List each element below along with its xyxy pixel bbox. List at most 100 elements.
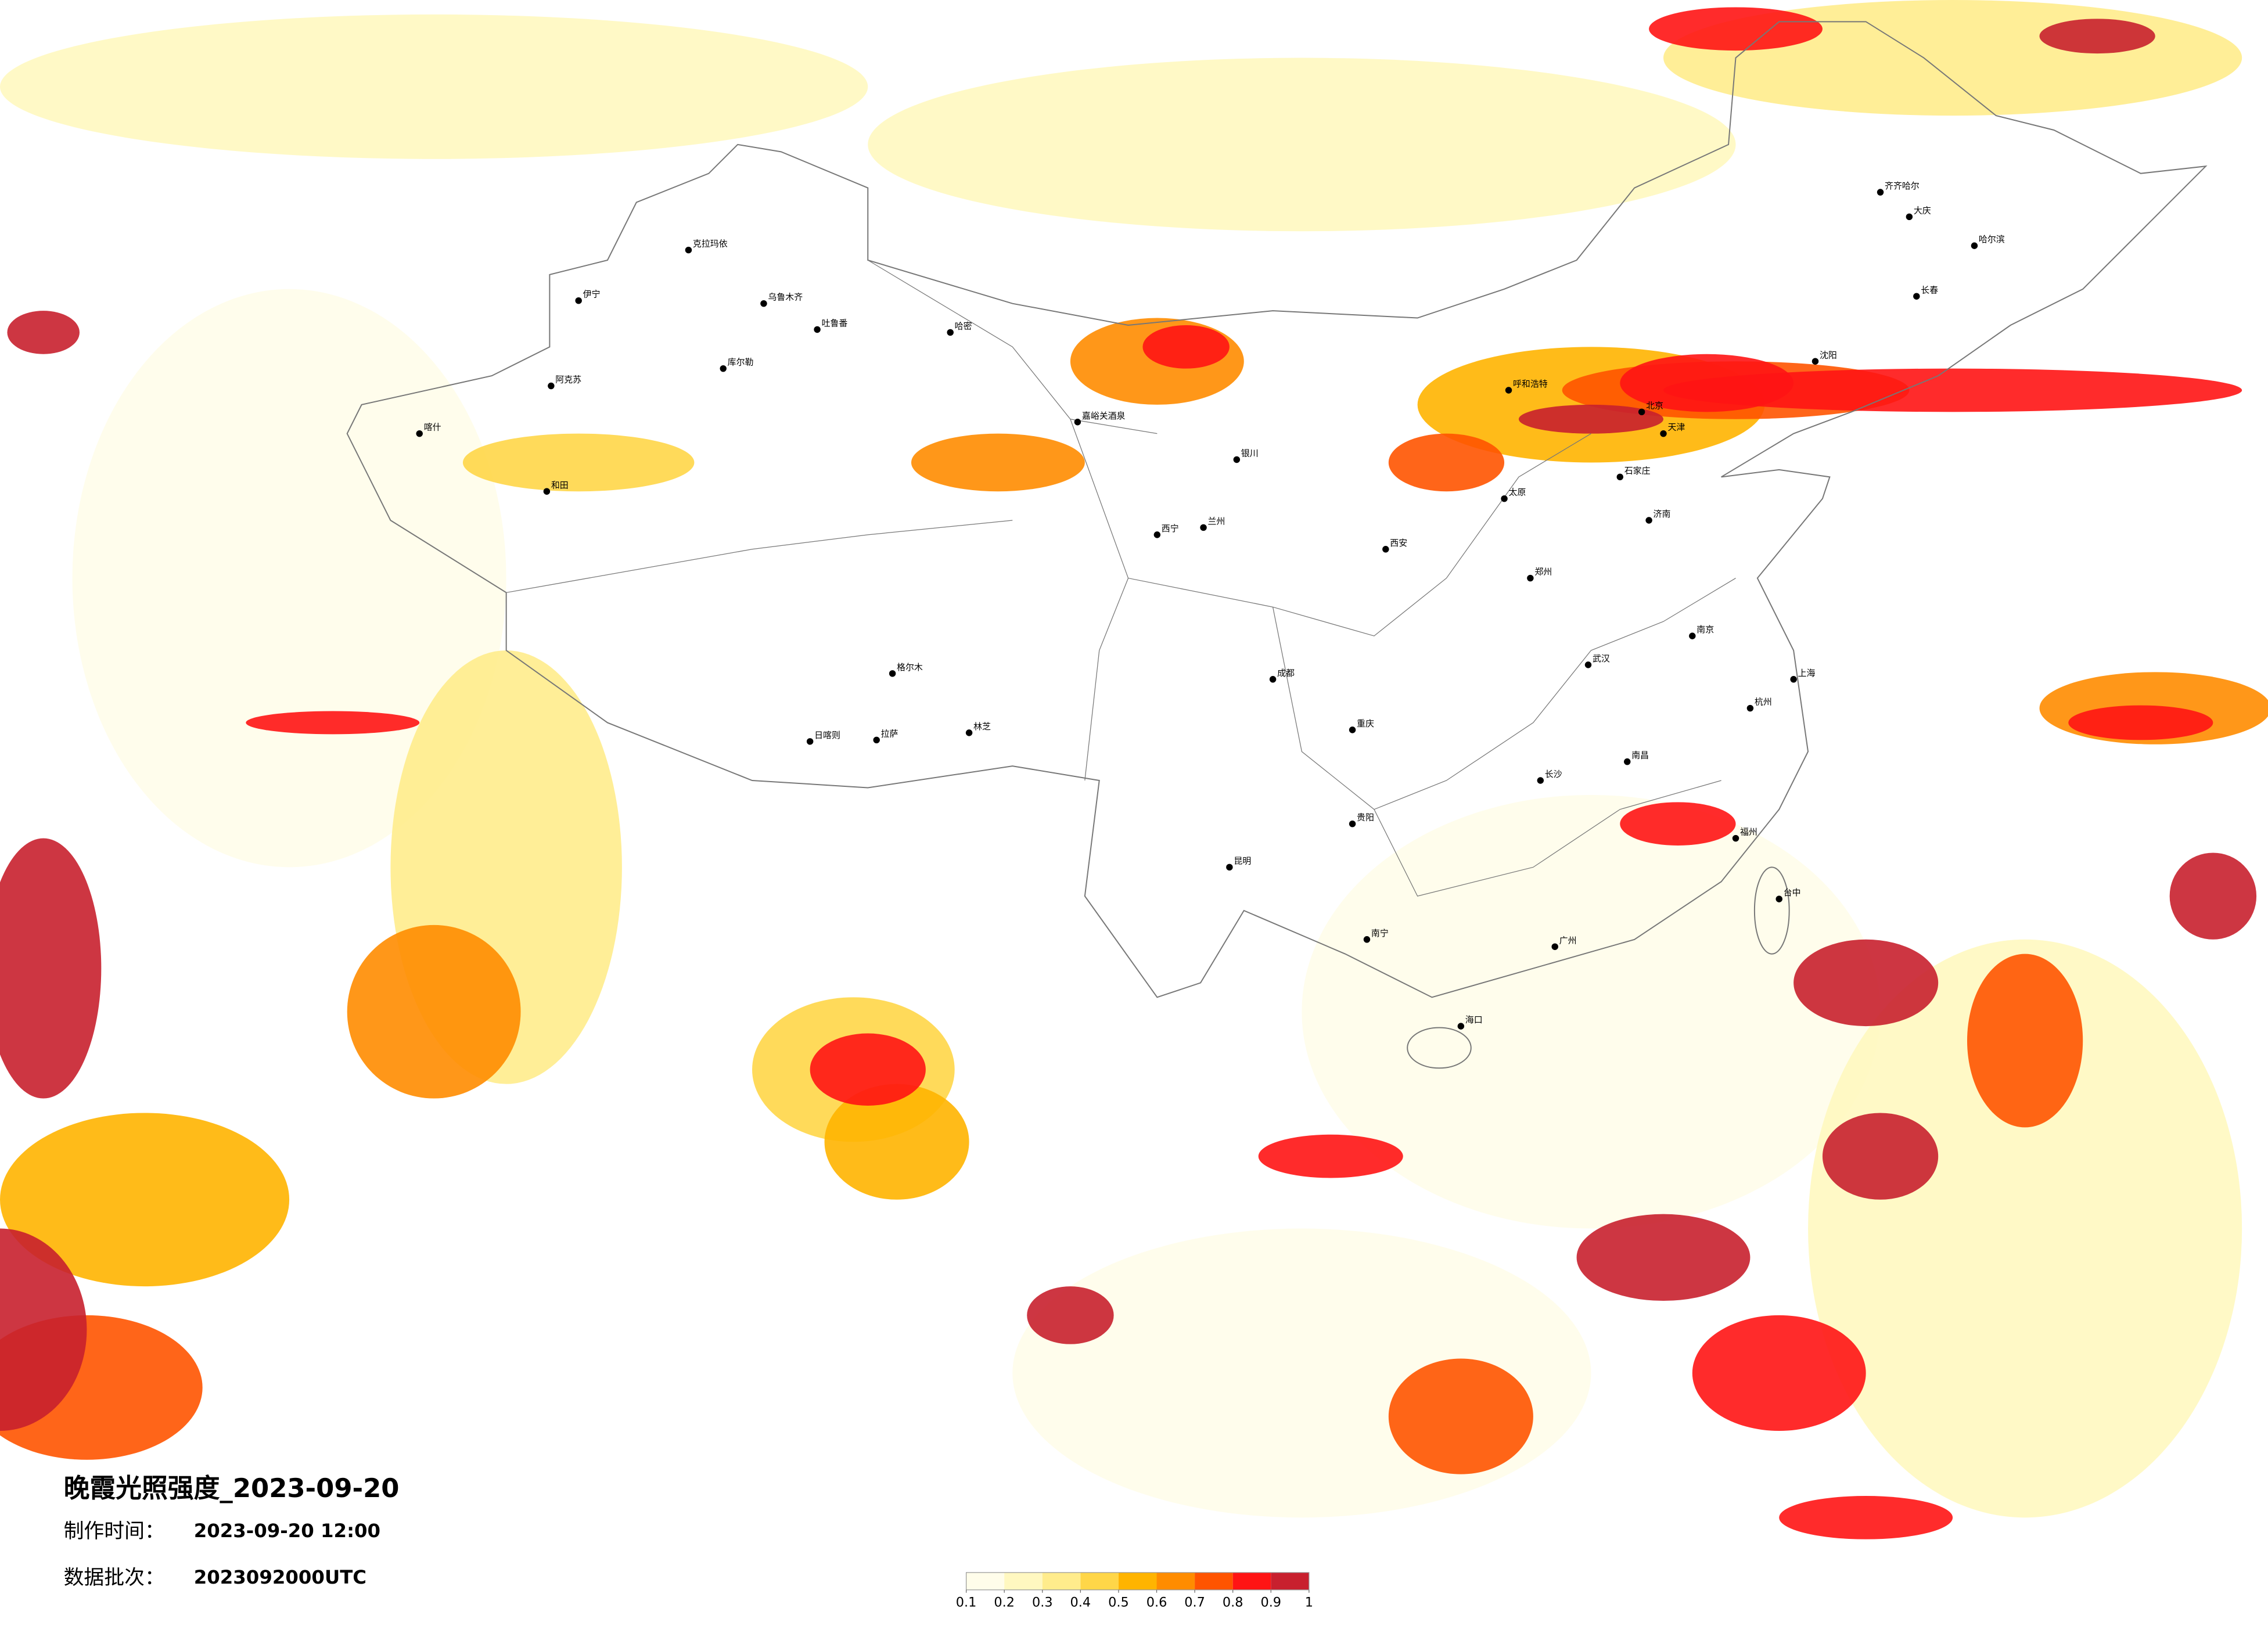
heat-patch xyxy=(0,14,868,159)
colorbar-tick-label: 0.5 xyxy=(1108,1595,1129,1610)
city-label: 北京 xyxy=(1646,400,1663,411)
city-dot xyxy=(1645,517,1652,524)
city-dot xyxy=(543,488,551,495)
city-label: 西宁 xyxy=(1162,523,1179,534)
heat-patch xyxy=(1649,7,1823,51)
boundaries xyxy=(346,21,2208,1069)
city-label: 喀什 xyxy=(424,422,441,433)
colorbar-segment xyxy=(1156,1572,1195,1590)
city-label: 库尔勒 xyxy=(728,357,754,368)
city-label: 上海 xyxy=(1798,668,1816,678)
colorbar-segment xyxy=(1195,1572,1233,1590)
city-dot xyxy=(1775,895,1782,902)
city-dot xyxy=(1153,531,1161,538)
city-label: 太原 xyxy=(1509,487,1526,498)
heat-patch xyxy=(1779,1496,1953,1539)
heat-patch xyxy=(2039,19,2155,54)
heat-patch xyxy=(1302,794,1881,1229)
city-dot xyxy=(1363,936,1371,943)
heat-patch xyxy=(1692,1315,1866,1431)
city-label: 嘉峪关酒泉 xyxy=(1082,411,1126,421)
colorbar-tick-label: 0.2 xyxy=(994,1595,1015,1610)
city-label: 日喀则 xyxy=(814,730,840,740)
city-dot xyxy=(1074,419,1081,426)
city-dot xyxy=(548,382,555,390)
info-label: 数据批次： xyxy=(64,1566,165,1589)
city-label: 林芝 xyxy=(973,721,991,732)
city-label: 呼和浩特 xyxy=(1513,379,1548,389)
city-label: 杭州 xyxy=(1755,697,1772,707)
city-label: 福州 xyxy=(1740,827,1757,837)
city-dot xyxy=(760,300,767,307)
heat-patch xyxy=(824,1084,969,1200)
city-label: 郑州 xyxy=(1534,567,1552,577)
heat-patch xyxy=(0,838,102,1099)
colorbar-segment xyxy=(966,1572,1005,1590)
city-label: 哈尔滨 xyxy=(1979,234,2005,244)
city-dot xyxy=(1746,704,1754,712)
map-title: 晚霞光照强度_2023-09-20 xyxy=(64,1473,400,1503)
city-dot xyxy=(1877,189,1884,196)
city-label: 拉萨 xyxy=(881,728,898,739)
city-label: 银川 xyxy=(1241,448,1259,459)
colorbar-segment xyxy=(1271,1572,1309,1590)
city-dot xyxy=(1790,676,1797,683)
city-label: 格尔木 xyxy=(897,662,923,672)
city-label: 西安 xyxy=(1390,538,1407,548)
heat-patch xyxy=(2169,852,2257,940)
city-label: 哈密 xyxy=(955,321,972,331)
heat-patch xyxy=(1793,939,1939,1027)
city-label: 大庆 xyxy=(1914,205,1931,215)
city-dot xyxy=(965,729,973,736)
heat-patch xyxy=(1822,1113,1939,1200)
heat-patch xyxy=(1967,954,2083,1128)
city-dot xyxy=(1624,758,1631,765)
heat-patch xyxy=(347,924,521,1099)
province-lines xyxy=(506,260,1736,897)
city-dot xyxy=(720,365,727,372)
city-dot xyxy=(416,430,423,437)
city-dot xyxy=(1913,293,1920,300)
heat-patch xyxy=(1518,404,1663,434)
info-value: 2023-09-20 12:00 xyxy=(194,1520,380,1542)
city-label: 乌鲁木齐 xyxy=(768,292,803,303)
colorbar-segment xyxy=(1118,1572,1157,1590)
city-dot xyxy=(1501,495,1508,502)
city-dot xyxy=(1616,473,1624,481)
city-label: 天津 xyxy=(1667,422,1685,433)
colorbar-tick-label: 0.9 xyxy=(1260,1595,1281,1610)
heat-patch xyxy=(0,1228,87,1431)
city-label: 长沙 xyxy=(1545,769,1562,779)
heat-patch xyxy=(810,1033,926,1106)
city-dot xyxy=(1732,834,1739,842)
city-dot xyxy=(1233,456,1241,463)
city-dot xyxy=(806,738,814,745)
city-dot xyxy=(814,326,821,333)
colorbar-tick-label: 0.3 xyxy=(1032,1595,1053,1610)
info-value: 2023092000UTC xyxy=(194,1566,366,1588)
city-label: 南京 xyxy=(1696,624,1714,635)
city-dot xyxy=(1689,632,1696,639)
heat-patch xyxy=(1576,1214,1751,1301)
city-label: 贵阳 xyxy=(1357,812,1374,823)
heat-patch xyxy=(1027,1286,1114,1344)
city-label: 兰州 xyxy=(1208,516,1225,526)
city-label: 南昌 xyxy=(1631,750,1649,761)
city-label: 齐齐哈尔 xyxy=(1885,181,1920,191)
city-label: 南宁 xyxy=(1371,928,1389,938)
heat-patch xyxy=(868,57,1736,232)
china-outline xyxy=(346,21,2208,998)
city-dot xyxy=(1269,676,1277,683)
heat-patch xyxy=(1663,368,2242,412)
heat-patch xyxy=(1620,802,1736,846)
city-dot xyxy=(1537,777,1544,784)
city-dot xyxy=(1349,820,1356,828)
colorbar-segment xyxy=(1080,1572,1119,1590)
city-dot xyxy=(947,329,954,336)
heat-patch xyxy=(1808,939,2242,1518)
heat-patch xyxy=(1142,325,1230,369)
city-dot xyxy=(1811,358,1819,365)
heat-patch xyxy=(2068,705,2213,740)
